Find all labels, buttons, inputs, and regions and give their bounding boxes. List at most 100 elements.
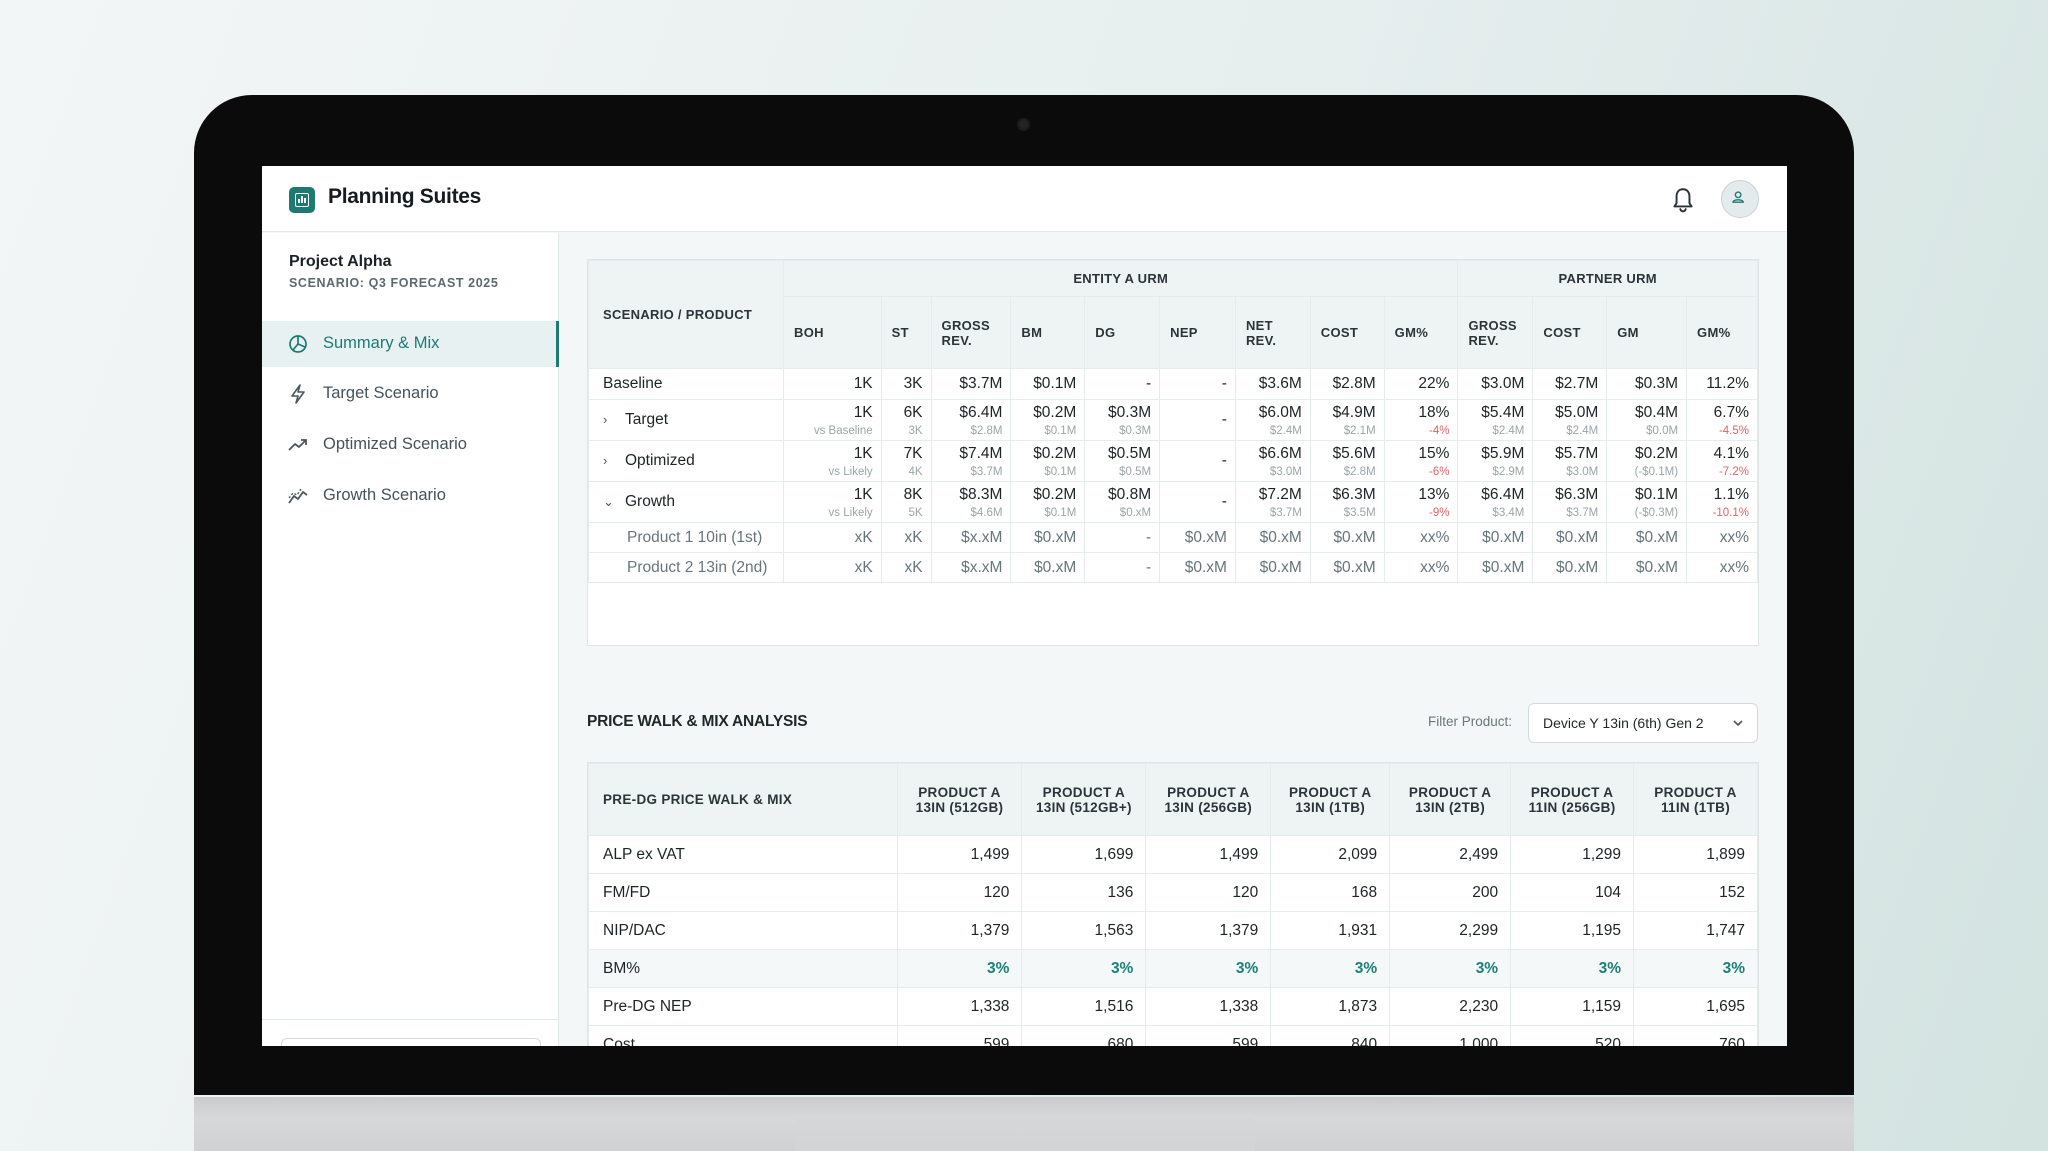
bell-icon[interactable] (1670, 186, 1696, 214)
table-cell: xx% (1383, 552, 1459, 583)
sidebar-item-label: Target Scenario (323, 384, 439, 402)
user-icon (1732, 191, 1744, 203)
column-header: GM (1606, 296, 1688, 369)
table-cell: 1,499 (896, 835, 1023, 874)
cell-value: $0.2M (1634, 444, 1679, 462)
sidebar-item-target[interactable]: Target Scenario (262, 371, 559, 417)
table-row-child: Product 2 13in (2nd) xK xK $x.xM $0.xM - $0.xM… (587, 552, 1758, 583)
cell-value: 1.1% (1713, 485, 1749, 503)
cell-delta: $3.7M (1566, 506, 1599, 519)
table-row: Pre-DG NEP 1,338 1,516 1,338 1,873 2,230 1,159… (588, 987, 1758, 1026)
column-header: PRODUCT A 13IN (256GB) (1145, 763, 1272, 836)
row-label: BM% (588, 949, 898, 988)
cell-value: - (1145, 558, 1152, 576)
cell-value: $5.6M (1332, 444, 1376, 462)
avatar[interactable] (1721, 180, 1759, 218)
group-header-partner: PARTNER URM (1457, 260, 1758, 297)
table-cell: $0.xM (1606, 522, 1688, 553)
table-cell: 3% (1633, 949, 1758, 988)
cell-delta: $3.0M (1269, 465, 1302, 478)
cell-value: 1K (853, 403, 873, 421)
table-row: ALP ex VAT 1,499 1,699 1,499 2,099 2,499 1,299… (588, 835, 1758, 874)
table-cell: 8K 5K (880, 481, 932, 523)
cell-value: $6.4M (959, 403, 1003, 421)
table-cell: $6.3M $3.7M (1532, 481, 1608, 523)
cell-delta: $2.9M (1492, 465, 1525, 478)
table-cell: 6.7% -4.5% (1686, 399, 1758, 441)
table-cell: 1,516 (1021, 987, 1147, 1026)
cell-value: $3.0M (1481, 375, 1525, 392)
row-name: Optimized (625, 452, 695, 469)
table-cell: xK (880, 522, 932, 553)
table-cell: 136 (1021, 873, 1147, 912)
table-cell: 2,230 (1389, 987, 1512, 1026)
section-title-price-walk: PRICE WALK & MIX ANALYSIS (587, 713, 808, 730)
cell-value: $0.xM (1635, 528, 1679, 546)
table-cell: $0.2M $0.1M (1010, 440, 1086, 482)
sidebar-item-growth[interactable]: Growth Scenario (262, 473, 559, 519)
cell-value: $0.8M (1108, 485, 1152, 503)
table-cell: $0.8M $0.xM (1084, 481, 1161, 523)
cell-value: $5.7M (1555, 444, 1599, 462)
cell-value: $0.2M (1033, 403, 1077, 421)
cell-value: $5.4M (1481, 403, 1525, 421)
row-label: › Optimized (587, 440, 785, 482)
cell-delta: $3.5M (1343, 506, 1376, 519)
sidebar-item-summary[interactable]: Summary & Mix (262, 321, 559, 367)
line-chart-icon (288, 488, 308, 504)
column-header: PRODUCT A 11IN (1TB) (1633, 763, 1758, 836)
table-cell: 168 (1270, 873, 1391, 912)
table-cell: $8.3M $4.6M (930, 481, 1012, 523)
table-cell: - (1159, 368, 1236, 400)
table-cell: $6.3M $3.5M (1309, 481, 1385, 523)
table-row[interactable]: › Target 1K vs Baseline 6K 3K $6.4M $2.8M $0.2M $… (587, 399, 1758, 441)
table-cell: 6K 3K (880, 399, 932, 441)
table-cell: $0.xM (1457, 552, 1534, 583)
cell-value: $0.xM (1259, 528, 1302, 546)
cell-value: xK (904, 558, 923, 576)
cell-value: 22% (1418, 375, 1450, 392)
cell-value: 11.2% (1706, 375, 1749, 392)
table-row-child: Product 1 10in (1st) xK xK $x.xM $0.xM - $0.xM… (587, 522, 1758, 553)
table-cell: 1,379 (1145, 911, 1272, 950)
table-cell: 18% -4% (1383, 399, 1459, 441)
chevron-right-icon[interactable]: › (603, 412, 608, 427)
column-header: PRODUCT A 13IN (512GB) (896, 763, 1023, 836)
row-label: Product 1 10in (1st) (587, 522, 785, 553)
cell-delta: $0.0M (1646, 424, 1679, 437)
cell-value: $5.0M (1555, 403, 1599, 421)
table-row[interactable]: › Optimized 1K vs Likely 7K 4K $7.4M $3.7M $0.2M… (587, 440, 1758, 482)
table-cell: 1,695 (1633, 987, 1758, 1026)
table-cell: - (1159, 481, 1236, 523)
table-cell: 599 (896, 1025, 1023, 1046)
chart-pie-icon (289, 335, 307, 353)
table-cell: 1.1% -10.1% (1686, 481, 1758, 523)
app-title: Planning Suites (328, 185, 482, 208)
cell-value: $0.xM (1482, 528, 1525, 546)
cell-value: $0.4M (1634, 403, 1679, 421)
table-cell: 1K (783, 368, 882, 400)
top-bar: Planning Suites (262, 166, 1787, 232)
table-row[interactable]: ⌄ Growth 1K vs Likely 8K 5K $8.3M $4.6M $0.2M $0.… (587, 481, 1758, 523)
table-cell: $0.xM (1309, 522, 1385, 553)
cell-value: xK (904, 528, 923, 546)
cell-delta: $0.1M (1044, 506, 1077, 519)
sidebar-footer-button[interactable] (281, 1038, 541, 1046)
table-cell: $x.xM (930, 552, 1012, 583)
cell-value: 15% (1418, 444, 1450, 462)
sidebar-item-optimized[interactable]: Optimized Scenario (262, 422, 559, 468)
table-cell: 7K 4K (880, 440, 932, 482)
cell-value: xx% (1420, 558, 1450, 576)
chevron-down-icon[interactable]: ⌄ (603, 494, 614, 509)
cell-value: 1K (853, 485, 873, 503)
cell-value: 6K (903, 403, 923, 421)
trend-up-icon (288, 439, 307, 451)
table-cell: 1K vs Baseline (783, 399, 882, 441)
cell-delta: $0.1M (1044, 424, 1077, 437)
table-cell: 22% (1383, 368, 1459, 400)
cell-value: $0.xM (1184, 558, 1227, 576)
chevron-right-icon[interactable]: › (603, 453, 608, 468)
cell-value: $0.3M (1634, 375, 1679, 392)
filter-product-select[interactable]: Device Y 13in (6th) Gen 2 (1528, 703, 1758, 743)
column-header: ST (880, 296, 932, 369)
